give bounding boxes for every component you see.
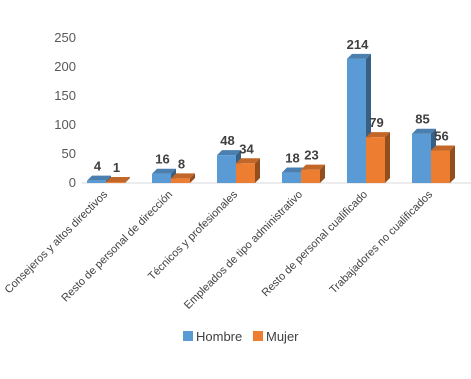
category-label: Empleados de tipo administrativo — [182, 189, 305, 312]
data-label-mujer: 8 — [178, 156, 185, 171]
y-tick-label: 100 — [54, 117, 76, 132]
bar-mujer-2 — [236, 158, 260, 183]
bar-front — [301, 169, 320, 183]
bar-side — [255, 158, 260, 183]
bar-top — [87, 175, 111, 181]
bar-front — [152, 173, 171, 183]
bar-side — [385, 132, 390, 183]
category-label: Resto de personal de dirección — [59, 189, 175, 305]
bar-mujer-4 — [366, 132, 390, 183]
bar-top — [217, 150, 241, 156]
bar-top — [152, 168, 176, 174]
data-label-mujer: 34 — [239, 141, 254, 156]
bar-front — [282, 172, 301, 183]
bar-top — [347, 53, 371, 59]
bar-top — [301, 164, 325, 170]
bar-top — [412, 128, 436, 134]
category-label: Resto de personal cualificado — [260, 189, 371, 300]
bar-front — [106, 182, 125, 183]
bar-mujer-0 — [106, 177, 130, 183]
y-tick-label: 0 — [69, 175, 76, 190]
data-label-mujer: 1 — [113, 160, 120, 175]
y-axis-ticks: 0 50 100 150 200 250 — [54, 30, 471, 190]
legend-label: Hombre — [196, 329, 242, 344]
bar-side — [190, 173, 195, 183]
legend: Hombre Mujer — [183, 329, 299, 344]
bar-front — [412, 133, 431, 183]
data-label-hombre: 48 — [220, 133, 234, 148]
bar-front — [87, 180, 106, 183]
bar-front — [217, 155, 236, 183]
bar-mujer-3 — [301, 164, 325, 183]
bar-top — [106, 177, 130, 182]
category-label: Consejeros y altos directivos — [3, 188, 111, 296]
bar-side — [450, 145, 455, 183]
y-tick-label: 250 — [54, 30, 76, 45]
bar-front — [347, 58, 366, 183]
data-labels-group: 4 1 16 8 48 34 18 23 214 79 85 56 — [94, 37, 449, 175]
data-label-mujer: 79 — [369, 115, 383, 130]
bar-side — [320, 164, 325, 183]
legend-swatch — [253, 331, 263, 341]
data-label-hombre: 18 — [285, 151, 299, 166]
bars-group — [87, 53, 455, 183]
bar-top — [236, 158, 260, 164]
legend-item-hombre: Hombre — [183, 329, 242, 344]
bar-top — [366, 132, 390, 138]
bar-side — [125, 177, 130, 183]
bar-mujer-5 — [431, 145, 455, 183]
y-tick-label: 200 — [54, 59, 76, 74]
bar-top — [171, 173, 195, 179]
legend-label: Mujer — [266, 329, 299, 344]
y-tick-label: 150 — [54, 88, 76, 103]
legend-item-mujer: Mujer — [253, 329, 299, 344]
data-label-hombre: 214 — [347, 37, 369, 52]
bar-front — [366, 137, 385, 183]
bar-mujer-1 — [171, 173, 195, 183]
y-tick-label: 50 — [62, 146, 76, 161]
bar-front — [431, 150, 450, 183]
data-label-hombre: 85 — [415, 112, 429, 127]
legend-swatch — [183, 331, 193, 341]
data-label-hombre: 16 — [155, 152, 169, 167]
data-label-hombre: 4 — [94, 159, 102, 174]
bar-front — [171, 178, 190, 183]
data-label-mujer: 56 — [434, 129, 448, 144]
bar-top — [282, 167, 306, 173]
data-label-mujer: 23 — [304, 148, 318, 163]
bar-front — [236, 163, 255, 183]
category-label: Trabajadores no cualificados — [327, 188, 435, 296]
bar-top — [431, 145, 455, 151]
